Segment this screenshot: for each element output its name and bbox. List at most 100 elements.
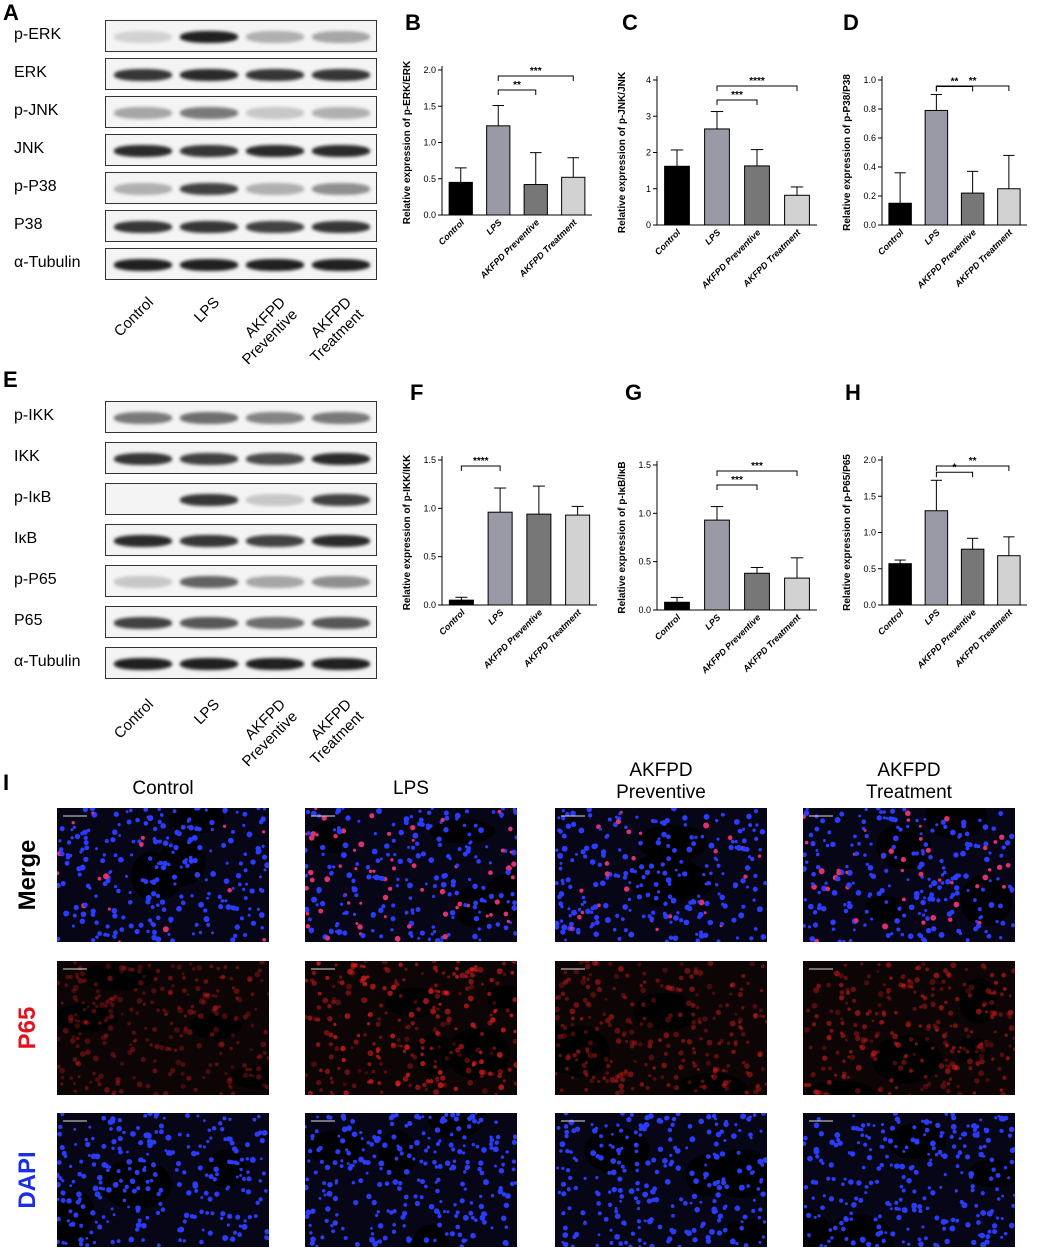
y-tick-label: 1.0	[423, 138, 436, 148]
bar	[664, 601, 690, 611]
significance-bracket	[935, 85, 1010, 91]
blot-strip	[105, 96, 377, 128]
y-tick-label: 2.0	[863, 455, 876, 465]
blot-band	[312, 658, 370, 670]
micrograph	[57, 961, 269, 1095]
blot-strip	[105, 20, 377, 52]
blot-band	[180, 145, 238, 157]
x-tick-label: Control	[876, 607, 906, 637]
significance-bracket	[460, 465, 501, 471]
blot-band	[114, 145, 172, 157]
blot-strip	[105, 483, 377, 515]
bar	[744, 572, 770, 611]
blot-strip	[105, 58, 377, 90]
blot-band	[180, 576, 238, 588]
bar-chart-h: Relative expression of p-P65/P65 0.0 0.5 1.…	[842, 454, 1027, 671]
blot-band	[246, 145, 304, 157]
y-tick-label: 1.5	[638, 460, 651, 470]
blot-band	[246, 453, 304, 465]
significance-bracket	[716, 85, 798, 91]
blot-band	[114, 658, 172, 670]
y-tick-label: 1.0	[638, 508, 651, 518]
blot-band	[312, 412, 370, 424]
panel-letter-h: H	[845, 380, 861, 405]
blot-strip	[105, 442, 377, 474]
y-tick-label: 1.0	[863, 528, 876, 538]
blot-band	[312, 453, 370, 465]
x-tick-label: LPS	[922, 227, 941, 246]
blot-band	[246, 494, 304, 506]
blot-row-label: IκB	[14, 530, 38, 547]
bar-chart-c: Relative expression of p-JNK/JNK 0 1 2 3 4 Con…	[617, 71, 817, 291]
significance-label: ***	[731, 475, 743, 486]
blot-strip	[105, 134, 377, 166]
panel-letter-d: D	[843, 10, 859, 35]
micrograph	[803, 808, 1015, 942]
blot-band	[312, 221, 370, 233]
blot-band	[180, 221, 238, 233]
y-tick-label: 0.5	[638, 557, 651, 567]
y-tick-label: 3	[646, 111, 651, 121]
blot-row-label: p-IKK	[14, 407, 55, 424]
blot-row-label: P65	[14, 612, 43, 629]
micrograph	[305, 1113, 517, 1247]
blot-band	[114, 221, 172, 233]
bar	[565, 514, 591, 606]
y-tick-label: 1.0	[423, 503, 436, 513]
significance-label: ****	[749, 76, 765, 87]
bar	[486, 125, 511, 216]
blot-band	[312, 535, 370, 547]
panel-letter-e: E	[3, 367, 18, 392]
x-tick-label: Control	[653, 227, 683, 257]
blot-band	[180, 453, 238, 465]
y-tick-label: 0.2	[863, 191, 876, 201]
blot-band	[246, 31, 304, 43]
blot-strip	[105, 248, 377, 280]
blot-band	[114, 31, 172, 43]
x-tick-label: LPS	[703, 612, 722, 631]
significance-bracket	[716, 99, 758, 105]
micrograph	[555, 1113, 767, 1247]
y-tick-label: 0.0	[423, 600, 436, 610]
blot-band	[246, 412, 304, 424]
significance-label: **	[951, 77, 959, 88]
bar-chart-g: Relative expression of p-IκB/IκB 0.0 0.5 1.…	[617, 460, 817, 676]
y-axis-label: Relative expression of p-ERK/ERK	[402, 60, 413, 224]
bar	[704, 128, 730, 226]
y-axis-label: Relative expression of p-IκB/IκB	[617, 461, 628, 613]
blot-row-label: p-P38	[14, 178, 57, 195]
blot-band	[312, 69, 370, 81]
y-tick-label: 1.5	[863, 491, 876, 501]
blot-row-label: JNK	[14, 140, 45, 157]
bar	[526, 513, 552, 606]
bar	[888, 563, 912, 606]
bar	[997, 555, 1021, 606]
blot-band	[180, 412, 238, 424]
micrograph	[555, 961, 767, 1095]
blot-band	[246, 221, 304, 233]
blot-band	[114, 535, 172, 547]
blot-band	[312, 494, 370, 506]
bar	[561, 176, 586, 216]
blot-row-label: α-Tubulin	[14, 653, 81, 670]
significance-label: ***	[530, 66, 542, 77]
x-tick-label: LPS	[484, 217, 503, 236]
blot-band	[246, 658, 304, 670]
bar	[960, 192, 985, 226]
blot-row-label: P38	[14, 216, 43, 233]
bar	[448, 599, 474, 606]
blot-row-label: p-JNK	[14, 102, 59, 119]
blot-band	[114, 617, 172, 629]
y-tick-label: 2.0	[423, 65, 436, 75]
significance-bracket	[935, 465, 1010, 471]
bar	[664, 165, 690, 226]
blot-band	[312, 617, 370, 629]
x-tick-label: Control	[437, 607, 467, 637]
y-tick-label: 0.8	[863, 104, 876, 114]
bar	[924, 510, 949, 606]
blot-band	[246, 535, 304, 547]
column-title: AKFPD Preventive	[616, 760, 706, 803]
x-tick-label: Control	[653, 612, 683, 642]
significance-label: ****	[473, 456, 489, 467]
x-tick-label: LPS	[703, 227, 722, 246]
